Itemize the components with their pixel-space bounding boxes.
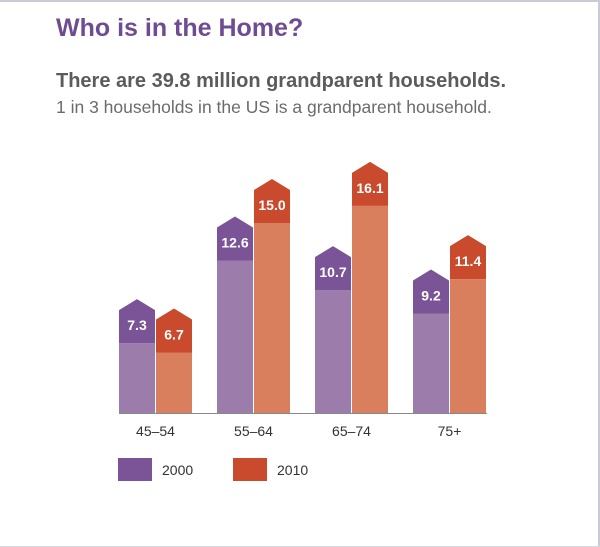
frame-right-border (598, 0, 600, 547)
x-tick-label-1: 55–64 (234, 423, 273, 439)
bar-body-2000-0 (119, 343, 155, 413)
chart-title: Who is in the Home? (56, 14, 304, 42)
data-label-2010-1: 15.0 (258, 197, 285, 213)
data-label-2010-2: 16.1 (356, 180, 383, 196)
bar-cap-2000-2 (315, 246, 351, 291)
bar-body-2000-1 (217, 260, 253, 413)
legend-swatch-2000 (118, 458, 152, 481)
chart-note: 1 in 3 households in the US is a grandpa… (56, 97, 492, 117)
bar-cap-2000-0 (119, 299, 155, 344)
legend-swatch-2010 (233, 458, 267, 481)
data-label-2010-3: 11.4 (455, 253, 482, 269)
chart-subtitle: There are 39.8 million grandparent house… (56, 70, 507, 92)
bar-cap-2010-0 (156, 308, 192, 353)
bar-body-2010-3 (450, 279, 486, 413)
bar-body-2010-1 (254, 223, 290, 413)
data-label-2010-0: 6.7 (164, 326, 184, 342)
bar-cap-2010-1 (254, 179, 290, 223)
bar-cap-2010-2 (352, 161, 388, 206)
frame-top-border (0, 0, 600, 2)
legend-label-2010: 2010 (277, 462, 308, 478)
data-label-2000-3: 9.2 (421, 287, 441, 303)
bar-body-2000-3 (413, 313, 449, 413)
data-label-2000-0: 7.3 (127, 317, 147, 333)
x-tick-label-2: 65–74 (332, 423, 371, 439)
x-tick-label-3: 75+ (438, 423, 462, 439)
bar-cap-2010-3 (450, 235, 486, 280)
bar-cap-2000-1 (217, 216, 253, 261)
bar-cap-2000-3 (413, 269, 449, 314)
bar-body-2010-0 (156, 352, 192, 413)
data-label-2000-1: 12.6 (221, 234, 248, 250)
legend-label-2000: 2000 (162, 462, 193, 478)
bar-body-2000-2 (315, 290, 351, 413)
bar-body-2010-2 (352, 205, 388, 413)
x-tick-label-0: 45–54 (136, 423, 175, 439)
data-label-2000-2: 10.7 (319, 264, 346, 280)
